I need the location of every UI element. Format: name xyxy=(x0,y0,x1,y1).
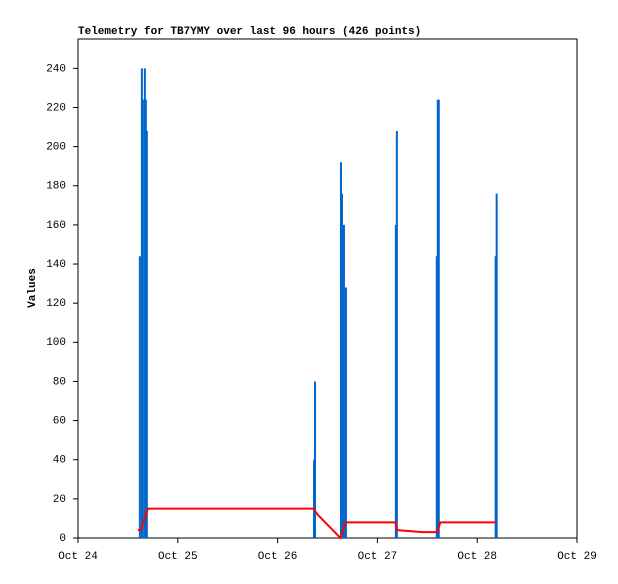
y-tick-label: 200 xyxy=(46,142,66,154)
x-tick-label: Oct 24 xyxy=(58,551,98,563)
series-line xyxy=(137,507,497,540)
x-tick-label: Oct 28 xyxy=(457,551,497,563)
y-tick-label: 40 xyxy=(53,455,66,467)
y-tick-label: 60 xyxy=(53,415,66,427)
y-tick-label: 100 xyxy=(46,337,66,349)
y-tick-label: 140 xyxy=(46,259,66,271)
y-tick-label: 220 xyxy=(46,102,66,114)
y-tick-label: 240 xyxy=(46,63,66,75)
x-tick-label: Oct 26 xyxy=(258,551,298,563)
x-tick-label: Oct 25 xyxy=(158,551,198,563)
y-tick-label: 120 xyxy=(46,298,66,310)
y-axis-label: Values xyxy=(27,268,39,308)
y-tick-label: 80 xyxy=(53,376,66,388)
y-tick-label: 0 xyxy=(59,533,66,545)
y-tick-label: 160 xyxy=(46,220,66,232)
chart-title: Telemetry for TB7YMY over last 96 hours … xyxy=(78,26,421,38)
y-tick-label: 20 xyxy=(53,494,66,506)
plot-frame xyxy=(77,38,578,539)
x-tick-label: Oct 29 xyxy=(557,551,597,563)
y-tick-label: 180 xyxy=(46,181,66,193)
x-tick-label: Oct 27 xyxy=(358,551,398,563)
